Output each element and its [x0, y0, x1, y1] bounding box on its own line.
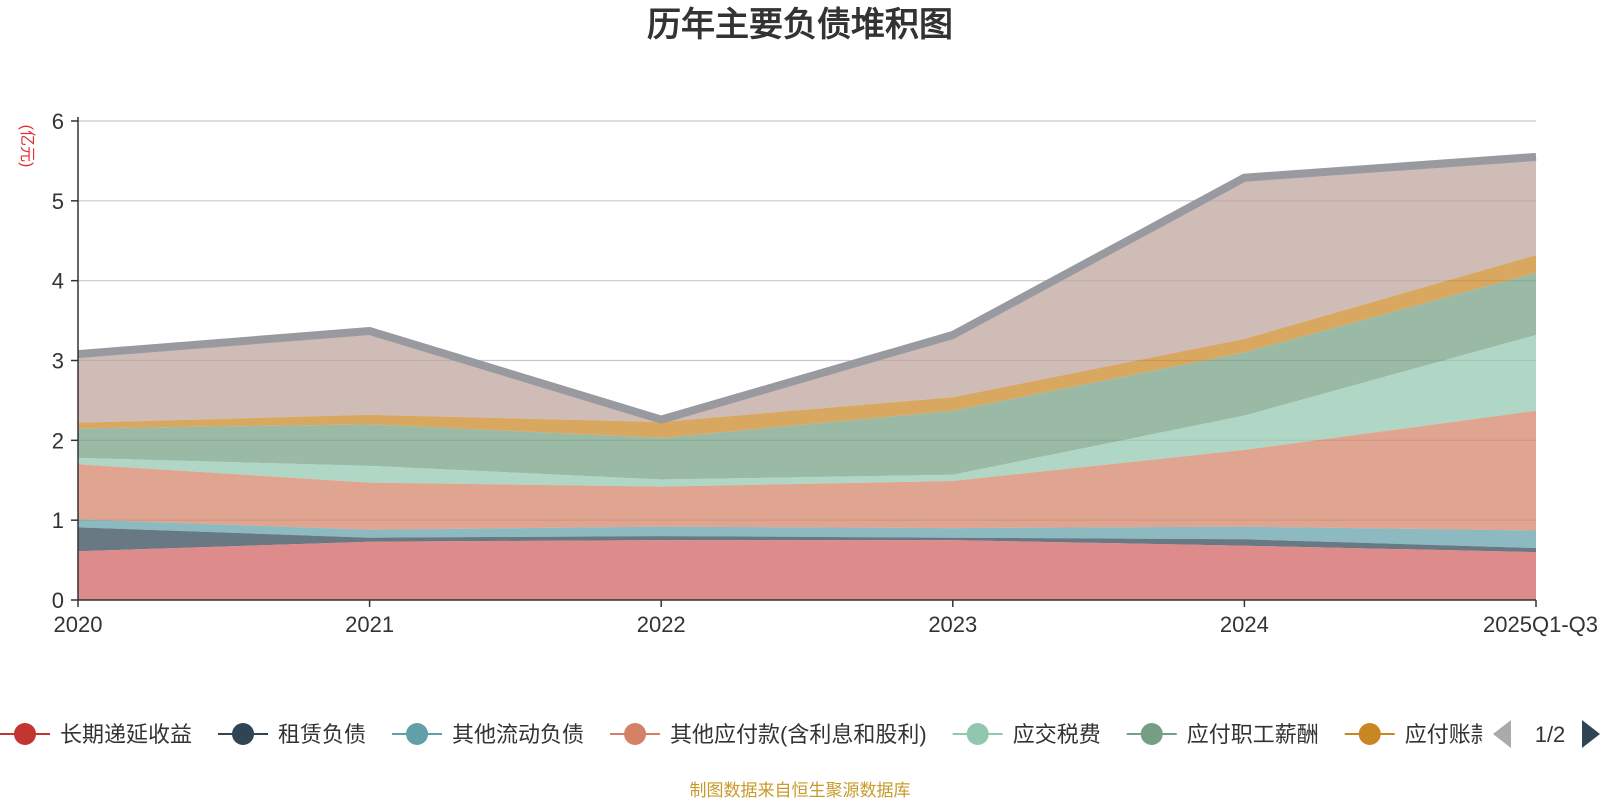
legend-circle-icon — [1140, 723, 1163, 745]
legend-pager: 1/2 — [1493, 720, 1600, 748]
x-tick-label: 2024 — [1220, 612, 1269, 637]
legend-page-indicator: 1/2 — [1535, 722, 1566, 747]
legend-label: 应付账款 — [1405, 722, 1493, 747]
chart-title: 历年主要负债堆积图 — [647, 6, 953, 44]
x-tick-label: 2021 — [345, 612, 394, 637]
y-tick-label: 2 — [52, 428, 64, 453]
legend-label: 应交税费 — [1013, 722, 1101, 747]
legend-label: 其他应付款(含利息和股利) — [670, 722, 927, 747]
y-tick-label: 1 — [52, 508, 64, 533]
legend-item[interactable]: 应付职工薪酬 — [1126, 722, 1319, 747]
legend-item[interactable]: 应付账款 — [1344, 722, 1493, 747]
legend-circle-icon — [14, 723, 36, 745]
y-tick-label: 0 — [52, 588, 64, 613]
legend-item[interactable]: 其他流动负债 — [392, 722, 584, 747]
legend-item[interactable]: 租赁负债 — [218, 722, 366, 747]
y-axis-ticks: 0 1 2 3 4 5 6 — [52, 109, 78, 613]
total-line — [77, 152, 1537, 424]
legend-label: 应付职工薪酬 — [1187, 722, 1319, 747]
legend-circle-icon — [624, 723, 647, 745]
area-series-4 — [78, 335, 1536, 487]
y-tick-label: 3 — [52, 349, 64, 374]
x-tick-label: 2025Q1-Q3 — [1483, 612, 1598, 637]
area-series-2 — [78, 519, 1536, 549]
legend-item[interactable]: 长期递延收益 — [0, 722, 192, 747]
area-series-1 — [78, 527, 1536, 553]
y-tick-label: 6 — [52, 109, 64, 134]
area-series-5 — [78, 272, 1536, 480]
y-axis-unit-label: (亿元) — [18, 125, 36, 168]
legend-circle-icon — [406, 723, 429, 745]
area-series-6 — [78, 255, 1536, 438]
legend-label: 长期递延收益 — [60, 722, 192, 747]
legend-item[interactable]: 其他应付款(含利息和股利) — [610, 722, 927, 747]
x-tick-label: 2022 — [637, 612, 686, 637]
triangle-left-icon[interactable] — [1493, 720, 1511, 748]
area-series-3 — [78, 410, 1536, 531]
area-series-0 — [78, 540, 1536, 600]
legend-circle-icon — [232, 723, 255, 745]
legend-circle-icon — [966, 723, 989, 745]
triangle-right-icon[interactable] — [1582, 720, 1600, 748]
y-tick-label: 4 — [52, 269, 64, 294]
y-tick-label: 5 — [52, 189, 64, 214]
total-line-group — [77, 152, 1537, 424]
x-tick-label: 2020 — [54, 612, 103, 637]
x-axis-ticks: 2020 2021 2022 2023 2024 2025Q1-Q3 — [54, 600, 1598, 637]
x-tick-label: 2023 — [928, 612, 977, 637]
legend: 长期递延收益 租赁负债 其他流动负债 其他应付款(含利息和股利) 应交税费 应付职工薪酬 应… — [0, 722, 1493, 747]
legend-label: 其他流动负债 — [452, 722, 584, 747]
legend-item[interactable]: 应交税费 — [952, 722, 1101, 747]
data-source-footer: 制图数据来自恒生聚源数据库 — [690, 781, 911, 800]
legend-circle-icon — [1358, 723, 1381, 745]
legend-label: 租赁负债 — [278, 722, 366, 747]
